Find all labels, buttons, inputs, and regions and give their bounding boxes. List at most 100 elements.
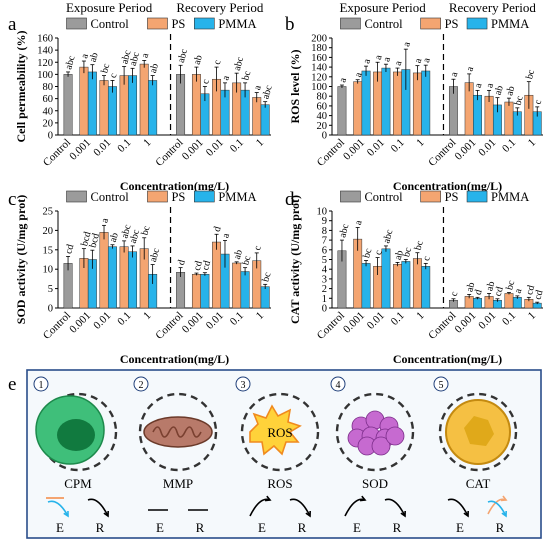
bar-control (337, 86, 347, 136)
bar-control (63, 74, 73, 136)
legend-swatch-control (340, 190, 361, 203)
significance-label: a (381, 55, 393, 63)
legend-swatch-pmma (194, 17, 215, 30)
y-tick-label: 5 (48, 284, 53, 295)
bar-ps (232, 262, 242, 309)
significance-label: ab (88, 51, 101, 63)
significance-label: ab (393, 249, 406, 261)
significance-label: abc (260, 84, 274, 101)
trend-arrows (447, 495, 508, 518)
exposure-letter: E (456, 520, 464, 535)
chart-panel-c: c Control PS PMMA 0 5 10 15 20 25 SOD activity (U/… (8, 189, 274, 366)
x-tick-label: 0.1 (228, 310, 246, 328)
significance-label: ab (484, 280, 497, 292)
bar-pmma (128, 75, 138, 136)
significance-label: bc (240, 254, 253, 267)
significance-label: abc (119, 223, 133, 240)
y-tick-label: 1 (322, 294, 327, 305)
y-tick-label: 180 (311, 43, 327, 54)
bar-pmma (240, 271, 250, 309)
x-tick-label: 0.1 (115, 310, 133, 328)
significance-label: a (220, 74, 232, 82)
x-tick-label: 0.01 (476, 137, 498, 159)
significance-label: a (473, 81, 485, 89)
significance-label: d (473, 288, 485, 296)
y-tick-label: 120 (37, 58, 53, 69)
bar-ps (412, 72, 422, 136)
y-tick-label: 4 (322, 265, 328, 276)
significance-label: abc (119, 48, 133, 65)
x-tick-label: 0.001 (180, 310, 206, 336)
significance-label: c (252, 244, 264, 252)
x-axis-label: Concentration(mg/L) (393, 352, 502, 366)
y-tick-label: 140 (311, 63, 327, 74)
significance-label: bc (260, 271, 273, 284)
significance-label: ab (192, 54, 205, 66)
y-tick-label: 60 (43, 94, 54, 105)
y-tick-label: 25 (43, 207, 54, 218)
dashed-ring (38, 392, 118, 472)
significance-label: a (353, 71, 365, 79)
legend-label-control: Control (91, 17, 130, 31)
legend-swatch-ps (420, 190, 441, 203)
bar-pmma (512, 297, 522, 309)
y-tick-label: 20 (43, 226, 54, 237)
item-number-badge (433, 376, 449, 392)
dashed-ring (335, 392, 415, 472)
legend-label-pmma: PMMA (218, 190, 256, 204)
y-tick-label: 120 (311, 72, 327, 83)
significance-label: a (413, 57, 425, 65)
x-tick-label: 1 (526, 137, 538, 149)
y-tick-label: 0 (322, 304, 327, 315)
significance-label: cd (192, 260, 205, 272)
period-label-recovery: Recovery Period (176, 0, 264, 15)
significance-label: c (449, 290, 461, 298)
bar-ps (412, 258, 422, 309)
item-number: 4 (336, 380, 341, 391)
recovery-letter: R (196, 520, 205, 535)
bar-ps (252, 97, 262, 136)
bar-pmma (401, 261, 411, 309)
recovery-letter: R (393, 520, 402, 535)
x-tick-label: 0.001 (341, 137, 367, 163)
bar-ps (212, 241, 222, 309)
significance-label: d (212, 225, 224, 233)
bar-ps (99, 232, 109, 309)
significance-label: bc (504, 279, 517, 292)
legend-swatch-pmma (194, 190, 215, 203)
bar-pmma (107, 86, 117, 136)
bar-ps (504, 293, 514, 309)
x-tick-label: 0.01 (365, 137, 387, 159)
legend-swatch-pmma (466, 190, 488, 203)
panel-e-item-mmp: 2 MMP E R (133, 376, 218, 535)
bar-ps (191, 273, 201, 309)
y-tick-label: 140 (37, 46, 53, 57)
y-tick-label: 3 (322, 274, 327, 285)
significance-label: a (252, 84, 264, 92)
legend-swatch-ps (147, 17, 168, 30)
legend-label-pmma: PMMA (491, 17, 529, 31)
x-tick-label: 0.001 (67, 137, 93, 163)
significance-label: bc (99, 62, 112, 75)
item-number-badge (330, 376, 346, 392)
x-tick-label: 0.1 (228, 137, 246, 155)
trend-arrows (344, 495, 406, 518)
x-tick-label: 0.1 (115, 137, 133, 155)
significance-label: a (220, 232, 232, 240)
bar-pmma (421, 70, 431, 136)
mitochondria-icon (143, 416, 213, 448)
exposure-letter: E (56, 520, 64, 535)
bar-ps (139, 63, 149, 136)
chart-panel-b: b Exposure Period Recovery Period Control PS… (285, 0, 544, 193)
significance-label: bc (524, 68, 537, 81)
bar-ps (353, 81, 363, 136)
x-tick-label: 1 (254, 310, 266, 322)
panel-label-a: a (8, 14, 17, 35)
cell-membrane-icon (35, 395, 105, 465)
item-name: ROS (267, 476, 292, 491)
significance-label: a (484, 81, 496, 89)
y-tick-label: 40 (317, 111, 328, 122)
significance-label: a (353, 219, 365, 227)
significance-label: abc (232, 55, 246, 72)
x-tick-label: 0.01 (91, 310, 113, 332)
